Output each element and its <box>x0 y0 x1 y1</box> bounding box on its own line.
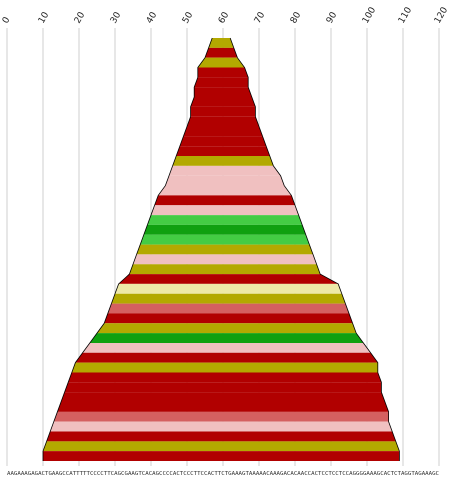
sequence-label: AAGAAAGAGACTGAAGCCATTTTTCCCCTTCAGCGAAGTC… <box>7 471 439 477</box>
layer-band-34 <box>71 362 378 373</box>
layer-band-21 <box>140 234 310 245</box>
layer-bands <box>43 38 400 461</box>
layer-band-40 <box>50 421 393 432</box>
layer-band-10 <box>183 126 263 137</box>
stack-outline <box>42 37 400 461</box>
layer-band-19 <box>147 215 303 225</box>
layer-band-43 <box>43 451 400 461</box>
layer-band-18 <box>151 205 299 216</box>
x-tick-label-90: 90 <box>325 10 340 25</box>
layer-band-22 <box>136 244 313 255</box>
layer-band-16 <box>158 185 292 196</box>
x-tick-label-50: 50 <box>181 10 196 25</box>
layer-band-9 <box>187 116 259 127</box>
layer-band-26 <box>115 283 342 294</box>
x-tick-label-60: 60 <box>217 10 232 25</box>
x-tick-label-120: 120 <box>433 5 450 25</box>
layer-band-20 <box>143 224 306 235</box>
layer-band-1 <box>208 38 234 48</box>
layer-band-23 <box>133 254 317 265</box>
layer-band-35 <box>68 372 382 383</box>
layer-band-15 <box>165 175 285 186</box>
x-tick-label-40: 40 <box>145 10 160 25</box>
layer-band-24 <box>129 264 321 275</box>
x-tick-label-30: 30 <box>109 10 124 25</box>
layer-band-38 <box>57 401 389 412</box>
layer-band-2 <box>205 47 238 58</box>
layer-band-6 <box>194 87 252 98</box>
layer-band-31 <box>89 333 364 343</box>
x-tick-label-70: 70 <box>253 10 268 25</box>
layer-band-32 <box>82 342 371 353</box>
layer-band-39 <box>53 411 389 422</box>
x-tick-label-80: 80 <box>289 10 304 25</box>
layer-band-3 <box>197 57 245 68</box>
layer-band-29 <box>104 313 353 324</box>
x-tick-label-100: 100 <box>361 5 378 25</box>
x-tick-label-0: 0 <box>1 15 13 25</box>
layer-band-37 <box>61 392 385 402</box>
layer-band-5 <box>194 77 249 88</box>
left-edge <box>42 37 213 461</box>
layer-band-30 <box>97 323 357 334</box>
layer-band-4 <box>197 67 249 78</box>
layer-band-14 <box>169 165 281 176</box>
layer-band-41 <box>46 431 396 442</box>
layer-band-25 <box>118 274 339 284</box>
layer-band-13 <box>172 156 274 166</box>
x-tick-label-20: 20 <box>73 10 88 25</box>
layer-band-27 <box>111 293 346 304</box>
layer-band-28 <box>107 303 349 314</box>
layer-band-12 <box>176 146 270 157</box>
layer-band-33 <box>75 352 378 363</box>
layer-band-36 <box>64 382 382 393</box>
right-edge <box>229 37 400 461</box>
layer-band-8 <box>190 106 256 117</box>
x-tick-label-10: 10 <box>37 10 52 25</box>
layer-band-11 <box>179 136 267 147</box>
layer-band-42 <box>43 441 400 452</box>
x-tick-labels: 0 10 20 30 40 50 60 70 80 90 100 110 120 <box>1 5 450 25</box>
layer-band-17 <box>154 195 295 206</box>
layer-band-7 <box>190 97 256 107</box>
x-tick-label-110: 110 <box>397 5 414 25</box>
